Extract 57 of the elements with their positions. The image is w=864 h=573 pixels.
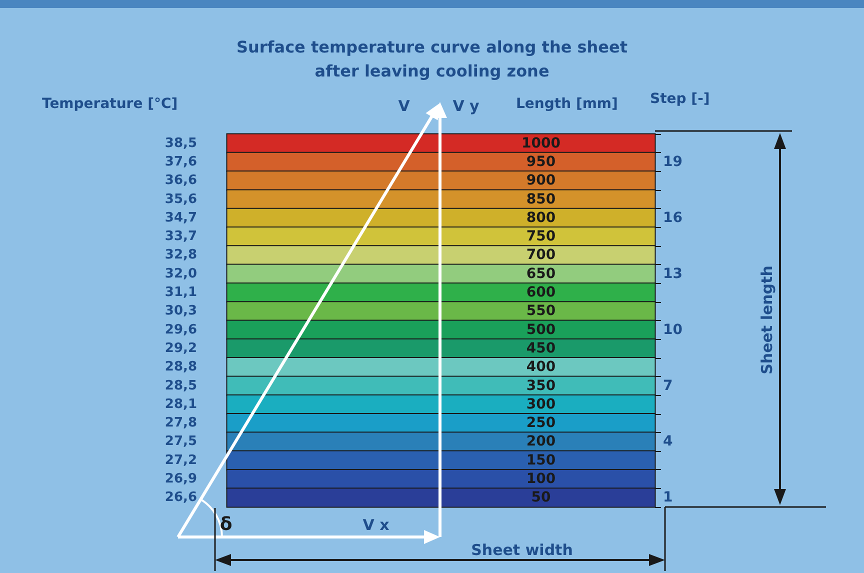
y-tick-label: 28,1 bbox=[164, 396, 197, 412]
y-tick-label: 27,5 bbox=[164, 434, 197, 450]
y2-tick-label: 16 bbox=[663, 210, 682, 226]
y-tick-label: 28,8 bbox=[164, 360, 197, 375]
y2-tick-label: 13 bbox=[663, 266, 682, 282]
y-tick-label: 28,5 bbox=[164, 378, 197, 394]
text: Sheet width bbox=[471, 541, 573, 559]
y-tick-label: 29,6 bbox=[164, 322, 197, 338]
y2-axis-title: Step [-] bbox=[650, 91, 710, 107]
data-label: 600 bbox=[526, 284, 556, 301]
y-tick-label: 38,5 bbox=[164, 136, 197, 151]
y2-tick-label: 7 bbox=[663, 378, 673, 394]
y-tick-label: 30,3 bbox=[164, 304, 197, 319]
data-label: 550 bbox=[526, 303, 556, 320]
data-label: 500 bbox=[526, 322, 556, 338]
y-tick-label: 29,2 bbox=[164, 340, 197, 356]
data-label: 250 bbox=[526, 415, 556, 432]
data-label: 700 bbox=[526, 247, 556, 264]
y2-tick-label: 1 bbox=[663, 490, 673, 506]
text: V bbox=[398, 97, 410, 115]
y2-tick-label: 4 bbox=[663, 434, 673, 450]
y-tick-label: 32,0 bbox=[164, 266, 197, 282]
y-tick-label: 27,8 bbox=[164, 416, 197, 431]
text: δ bbox=[220, 514, 232, 535]
y-tick-label: 27,2 bbox=[164, 452, 197, 468]
data-label: 850 bbox=[526, 191, 556, 208]
text: V y bbox=[452, 97, 480, 115]
y-tick-label: 33,7 bbox=[164, 229, 197, 244]
data-label: 350 bbox=[526, 378, 556, 394]
y-tick-label: 36,6 bbox=[164, 173, 197, 188]
y-tick-label: 26,6 bbox=[164, 490, 197, 506]
y-tick-label: 31,1 bbox=[164, 285, 197, 300]
data-label: 200 bbox=[526, 434, 556, 450]
y-tick-label: 35,6 bbox=[164, 192, 197, 207]
y-tick-label: 32,8 bbox=[164, 248, 197, 263]
data-label: 150 bbox=[526, 452, 556, 468]
data-label: 100 bbox=[526, 471, 556, 488]
y-axis-title: Temperature [°C] bbox=[42, 96, 178, 112]
data-label: 650 bbox=[526, 266, 556, 282]
chart-title: Surface temperature curve along the sheet after leaving cooling zone bbox=[236, 38, 628, 80]
y-tick-label: 34,7 bbox=[164, 210, 197, 226]
data-label: 1000 bbox=[522, 135, 561, 152]
data-label: 900 bbox=[526, 172, 556, 189]
text: V x bbox=[362, 516, 390, 534]
y-tick-label: 26,9 bbox=[164, 472, 197, 487]
data-label: 400 bbox=[526, 359, 556, 376]
data-label: 950 bbox=[526, 154, 556, 170]
y-tick-label: 37,6 bbox=[164, 154, 197, 170]
data-label: 300 bbox=[526, 396, 556, 412]
y2-tick-label: 10 bbox=[663, 322, 683, 338]
text: Sheet length bbox=[758, 266, 776, 374]
data-label: 800 bbox=[526, 210, 556, 226]
data-label: 750 bbox=[526, 228, 556, 245]
y2-tick-label: 19 bbox=[663, 154, 682, 170]
data-label: 50 bbox=[531, 490, 551, 506]
x-axis-title: Length [mm] bbox=[516, 96, 618, 112]
data-label: 450 bbox=[526, 340, 556, 356]
